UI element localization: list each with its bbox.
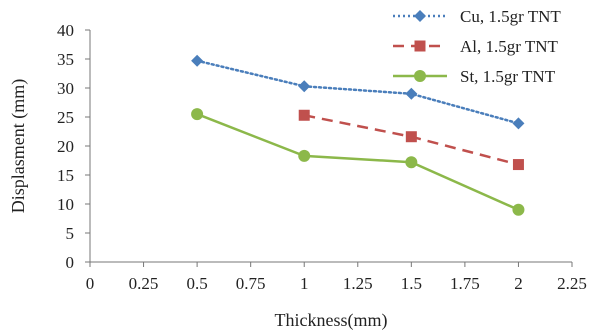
x-tick-label: 1.75	[450, 274, 480, 293]
data-point	[405, 156, 418, 169]
series-0	[191, 54, 525, 130]
data-point	[298, 80, 311, 93]
x-tick-label: 2.25	[557, 274, 587, 293]
data-point	[298, 109, 310, 121]
data-point	[405, 131, 417, 143]
y-tick-label: 5	[66, 224, 75, 243]
axes	[89, 30, 572, 263]
y-axis-ticks: 0 5 10 15 20 25 30 35 40	[57, 21, 90, 272]
legend-marker	[414, 40, 426, 52]
y-tick-label: 25	[57, 108, 74, 127]
legend-item: Cu, 1.5gr TNT	[393, 7, 561, 26]
data-point	[512, 203, 525, 216]
x-tick-label: 2	[514, 274, 523, 293]
legend: Cu, 1.5gr TNT Al, 1.5gr TNT St, 1.5gr TNT	[393, 7, 561, 86]
y-tick-label: 15	[57, 166, 74, 185]
y-tick-label: 0	[66, 253, 75, 272]
x-tick-label: 0.25	[129, 274, 159, 293]
legend-label: Al, 1.5gr TNT	[460, 37, 559, 56]
data-point	[405, 87, 418, 100]
series-line	[195, 59, 520, 125]
series-1	[298, 109, 524, 171]
data-point	[298, 149, 311, 162]
data-point	[191, 54, 204, 67]
legend-item: Al, 1.5gr TNT	[393, 37, 559, 56]
x-axis-ticks: 0 0.25 0.5 0.75 1 1.25 1.5 1.75 2 2.25	[86, 262, 587, 293]
x-tick-label: 1.5	[401, 274, 422, 293]
data-point	[191, 108, 204, 121]
legend-label: Cu, 1.5gr TNT	[460, 7, 561, 26]
legend-marker	[414, 70, 426, 82]
series-layer	[191, 54, 525, 216]
legend-marker	[414, 10, 426, 22]
y-tick-label: 20	[57, 137, 74, 156]
data-point	[512, 159, 524, 171]
y-tick-label: 35	[57, 50, 74, 69]
x-tick-label: 1	[300, 274, 309, 293]
legend-item: St, 1.5gr TNT	[393, 67, 556, 86]
x-tick-label: 0	[86, 274, 95, 293]
y-tick-label: 40	[57, 21, 74, 40]
y-tick-label: 10	[57, 195, 74, 214]
x-axis-title: Thickness(mm)	[275, 310, 388, 331]
series-line	[196, 112, 519, 211]
series-2	[191, 108, 525, 216]
x-tick-label: 0.75	[236, 274, 266, 293]
data-point	[512, 117, 525, 130]
legend-label: St, 1.5gr TNT	[460, 67, 556, 86]
x-tick-label: 1.25	[343, 274, 373, 293]
y-tick-label: 30	[57, 79, 74, 98]
x-tick-label: 0.5	[186, 274, 207, 293]
y-axis-title: Displasment (mm)	[8, 79, 29, 213]
